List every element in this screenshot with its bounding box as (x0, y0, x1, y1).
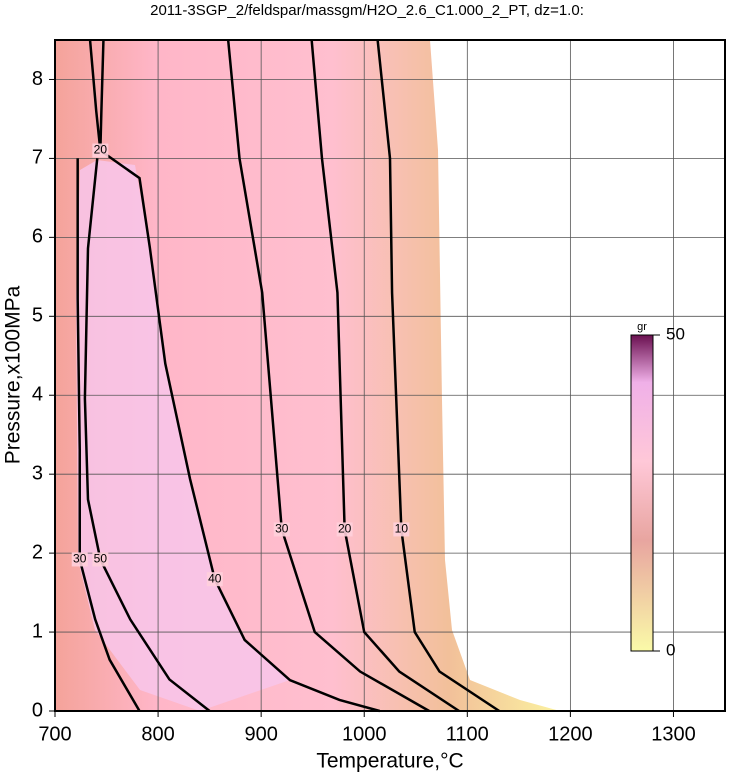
x-tick-label: 1100 (446, 723, 489, 745)
colorbar-label: gr (637, 321, 647, 333)
contour-label-bg (273, 522, 290, 537)
chart-title: 2011-3SGP_2/feldspar/massgm/H2O_2.6_C1.0… (150, 2, 584, 19)
contour-line (99, 149, 381, 713)
contour-label: 10 (395, 522, 409, 536)
contour-label-bg (206, 572, 223, 587)
y-tick-label: 8 (32, 68, 43, 90)
y-tick-label: 4 (32, 384, 43, 406)
contour-label-bg (393, 522, 410, 537)
x-tick-label: 900 (244, 723, 277, 745)
contour-labels: 10 20 30 40 50 30 20 (71, 143, 410, 587)
contour-label: 20 (338, 522, 352, 536)
contour-label: 50 (94, 552, 108, 566)
x-tick-label: 1000 (342, 723, 387, 745)
contour-line (83, 158, 211, 712)
x-tick-label: 800 (141, 723, 174, 745)
x-axis-label: Temperature,°C (316, 750, 463, 773)
frame (54, 39, 726, 712)
contour-label: 30 (73, 552, 87, 566)
contour-label: 30 (275, 522, 289, 536)
y-tick-label: 2 (32, 541, 43, 563)
contour-label: 40 (208, 571, 222, 585)
x-tick-label: 1300 (651, 723, 696, 745)
y-tick-label: 6 (32, 226, 43, 248)
contour-label-bg (92, 143, 109, 158)
y-tick-label: 0 (32, 699, 43, 721)
contour-label-bg (71, 552, 88, 567)
field (55, 40, 560, 711)
x-tick-label: 1200 (548, 723, 593, 745)
contour-label: 20 (94, 143, 108, 157)
contour-label-bg (92, 552, 109, 567)
y-tick-label: 1 (32, 620, 43, 642)
colorbar (630, 334, 654, 652)
colorbar-tick-label: 0 (666, 640, 675, 659)
y-axis-label: Pressure,x100MPa (2, 285, 25, 464)
x-tick-label: 700 (38, 723, 71, 745)
y-tick-label: 3 (32, 462, 43, 484)
contour-label-bg (336, 522, 353, 537)
y-tick-label: 5 (32, 305, 43, 327)
colorbar-tick-label: 50 (666, 324, 685, 343)
colorbar-ticks: 0 50 (653, 324, 685, 659)
contours (76, 39, 500, 713)
y-tick-label: 7 (32, 147, 43, 169)
